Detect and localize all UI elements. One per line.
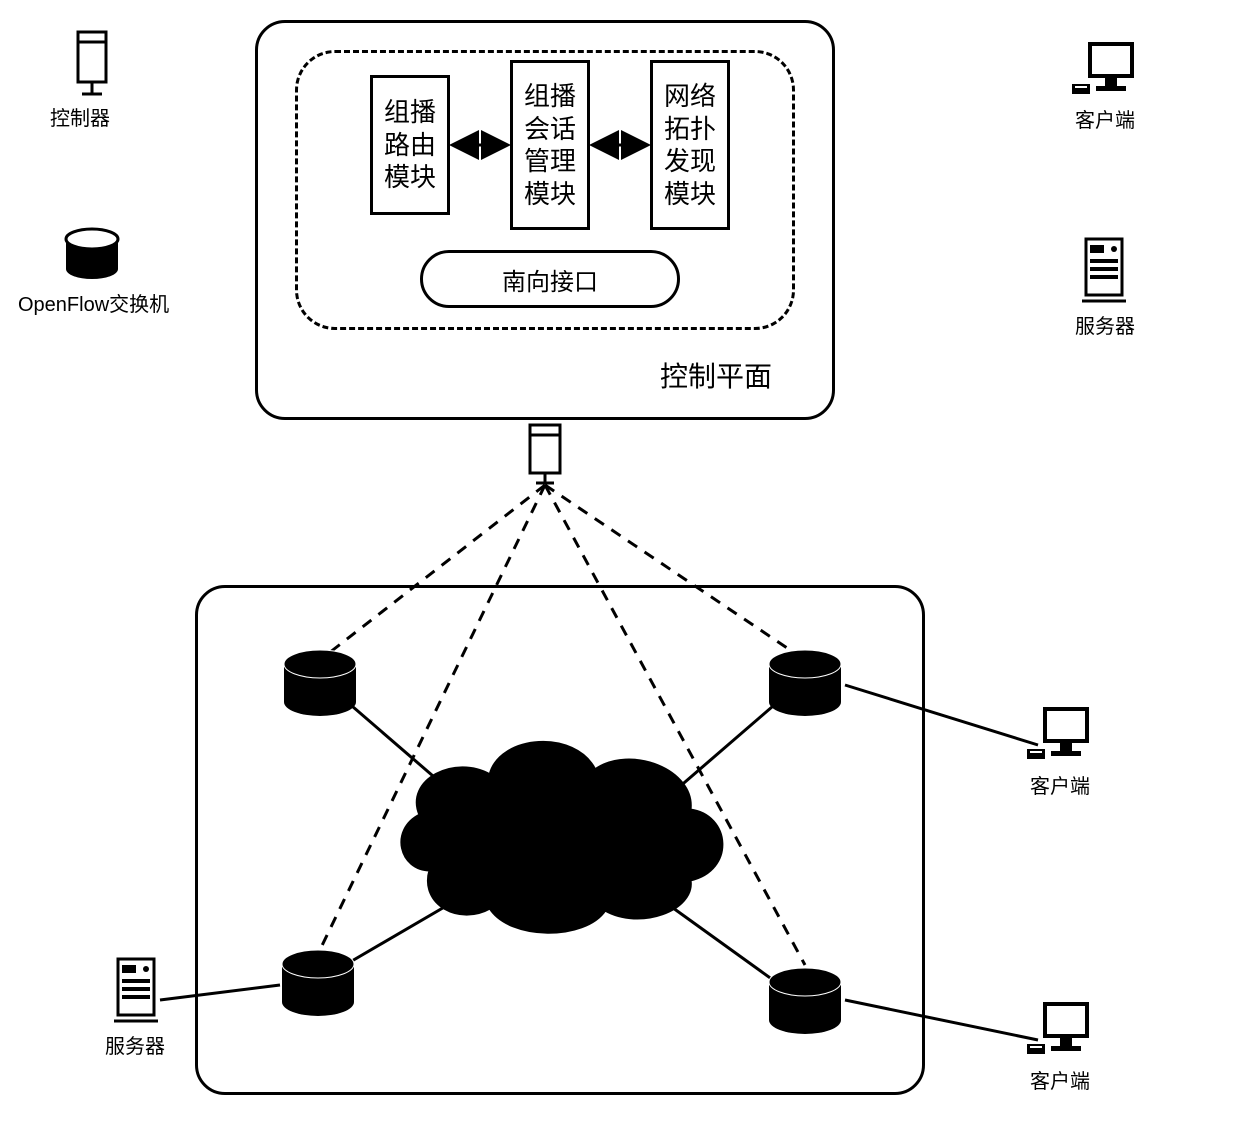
module-topo-discovery: 网络拓扑发现模块 bbox=[650, 60, 730, 230]
switch-icon bbox=[60, 225, 124, 283]
legend-switch bbox=[60, 225, 124, 288]
legend-controller bbox=[68, 28, 116, 103]
endpoint-server-1-label: 服务器 bbox=[105, 1030, 165, 1059]
south-interface: 南向接口 bbox=[420, 250, 680, 308]
legend-server-label: 服务器 bbox=[1075, 310, 1135, 339]
endpoint-client-1 bbox=[1025, 705, 1095, 770]
client-icon bbox=[1070, 40, 1140, 100]
south-interface-label: 南向接口 bbox=[502, 262, 598, 297]
legend-server bbox=[1078, 235, 1130, 310]
server-icon bbox=[110, 955, 162, 1025]
data-plane-panel bbox=[195, 585, 925, 1095]
control-plane-title: 控制平面 bbox=[660, 355, 772, 395]
controller-icon bbox=[68, 28, 116, 98]
server-icon bbox=[1078, 235, 1130, 305]
controller-node bbox=[530, 425, 560, 483]
client-icon bbox=[1025, 705, 1095, 765]
diagram-canvas: 控制器 OpenFlow交换机 客户端 服务 bbox=[0, 0, 1240, 1130]
legend-switch-label: OpenFlow交换机 bbox=[18, 288, 169, 317]
module-multicast-session: 组播会话管理模块 bbox=[510, 60, 590, 230]
legend-controller-label: 控制器 bbox=[50, 102, 110, 131]
module-session-label: 组播会话管理模块 bbox=[524, 80, 576, 210]
endpoint-client-1-label: 客户端 bbox=[1030, 770, 1090, 799]
client-icon bbox=[1025, 1000, 1095, 1060]
module-topo-label: 网络拓扑发现模块 bbox=[664, 80, 716, 210]
endpoint-client-2 bbox=[1025, 1000, 1095, 1065]
legend-client-label: 客户端 bbox=[1075, 104, 1135, 133]
module-multicast-route: 组播路由模块 bbox=[370, 75, 450, 215]
module-route-label: 组播路由模块 bbox=[384, 96, 436, 194]
endpoint-client-2-label: 客户端 bbox=[1030, 1065, 1090, 1094]
endpoint-server-1 bbox=[110, 955, 162, 1030]
legend-client bbox=[1070, 40, 1140, 105]
